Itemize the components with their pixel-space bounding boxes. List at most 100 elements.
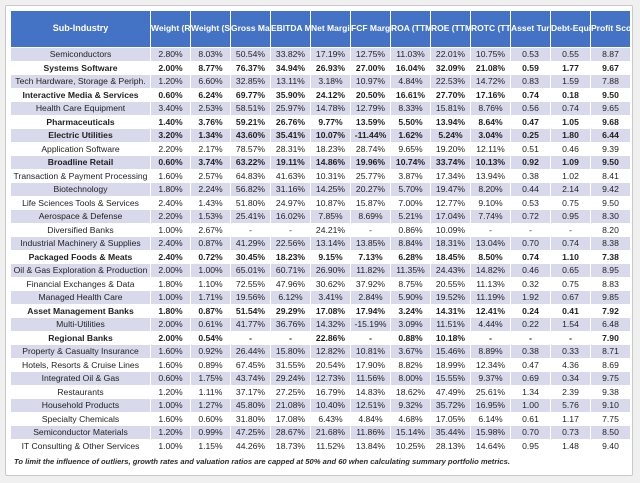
value-cell: 10.31% xyxy=(310,168,351,183)
value-cell: 0.60% xyxy=(150,155,191,170)
value-cell: 31.80% xyxy=(230,411,271,426)
value-cell: 8.50 xyxy=(590,425,631,440)
table-row: Diversified Banks 1.00% 2.67% - -24.21% -0.86… xyxy=(10,222,631,237)
value-cell: 11.86% xyxy=(350,425,391,440)
value-cell: 7.92 xyxy=(590,303,631,318)
value-cell: 6.24% xyxy=(190,87,231,102)
value-cell: 7.00% xyxy=(390,195,431,210)
column-header: Debt-Equity (MRQ) xyxy=(550,10,591,48)
value-cell: 1.05 xyxy=(550,114,591,129)
value-cell: 0.60% xyxy=(190,411,231,426)
value-cell: 0.38 xyxy=(510,168,551,183)
value-cell: 29.24% xyxy=(270,371,311,386)
value-cell: 18.45% xyxy=(430,249,471,264)
value-cell: 3.09% xyxy=(390,317,431,332)
value-cell: 9.65% xyxy=(390,141,431,156)
value-cell: 20.27% xyxy=(350,182,391,197)
value-cell: 0.74 xyxy=(550,101,591,116)
value-cell: 15.80% xyxy=(270,344,311,359)
value-cell: 11.13% xyxy=(470,276,511,291)
value-cell: 0.34 xyxy=(550,371,591,386)
value-cell: 6.28% xyxy=(390,249,431,264)
value-cell: 9.50 xyxy=(590,195,631,210)
value-cell: 0.55 xyxy=(550,47,591,62)
value-cell: 1.00% xyxy=(150,222,191,237)
table-row: Application Software 2.20% 2.17% 78.57% 28.3… xyxy=(10,141,631,156)
sub-industry-cell: Oil & Gas Exploration & Production xyxy=(10,263,151,278)
value-cell: 0.46 xyxy=(510,263,551,278)
value-cell: 1.00% xyxy=(150,398,191,413)
value-cell: 3.74% xyxy=(190,155,231,170)
value-cell: 11.19% xyxy=(470,290,511,305)
value-cell: 14.83% xyxy=(350,384,391,399)
value-cell: 0.44 xyxy=(510,182,551,197)
value-cell: 2.84% xyxy=(350,290,391,305)
value-cell: 19.20% xyxy=(430,141,471,156)
value-cell: 0.74 xyxy=(510,87,551,102)
value-cell: 26.90% xyxy=(310,263,351,278)
column-header: ROA (TTM) xyxy=(390,10,431,48)
value-cell: 0.18 xyxy=(550,87,591,102)
value-cell: 1.15% xyxy=(190,438,231,453)
value-cell: 3.87% xyxy=(390,168,431,183)
value-cell: 1.43% xyxy=(190,195,231,210)
value-cell: 17.08% xyxy=(270,411,311,426)
table-row: IT Consulting & Other Services 1.00% 1.15%… xyxy=(10,438,631,453)
value-cell: 5.24% xyxy=(430,128,471,143)
value-cell: 0.92 xyxy=(510,155,551,170)
value-cell: 8.83 xyxy=(590,276,631,291)
value-cell: 28.13% xyxy=(430,438,471,453)
value-cell: 10.40% xyxy=(310,398,351,413)
value-cell: 51.54% xyxy=(230,303,271,318)
value-cell: 24.21% xyxy=(310,222,351,237)
value-cell: 17.34% xyxy=(430,168,471,183)
sub-industry-cell: Broadline Retail xyxy=(10,155,151,170)
value-cell: 16.95% xyxy=(470,398,511,413)
value-cell: 19.56% xyxy=(230,290,271,305)
value-cell: 0.86% xyxy=(390,222,431,237)
value-cell: 21.08% xyxy=(470,60,511,75)
value-cell: 78.57% xyxy=(230,141,271,156)
value-cell: 8.75% xyxy=(390,276,431,291)
value-cell: 15.14% xyxy=(390,425,431,440)
value-cell: 1.48 xyxy=(550,438,591,453)
value-cell: 2.57% xyxy=(190,168,231,183)
value-cell: 0.70 xyxy=(510,236,551,251)
value-cell: 12.73% xyxy=(310,371,351,386)
value-cell: 8.84% xyxy=(390,236,431,251)
sub-industry-cell: Transaction & Payment Processing xyxy=(10,168,151,183)
value-cell: 27.25% xyxy=(270,384,311,399)
value-cell: 18.99% xyxy=(430,357,471,372)
value-cell: 2.00% xyxy=(150,263,191,278)
value-cell: 17.19% xyxy=(310,47,351,62)
value-cell: 25.77% xyxy=(350,168,391,183)
value-cell: 9.10% xyxy=(470,195,511,210)
value-cell: 0.95 xyxy=(510,438,551,453)
value-cell: 59.21% xyxy=(230,114,271,129)
value-cell: 0.88% xyxy=(390,330,431,345)
table-row: Household Products 1.00% 1.27% 45.80% 21.08%… xyxy=(10,398,631,413)
value-cell: 17.16% xyxy=(470,87,511,102)
value-cell: 2.40% xyxy=(150,195,191,210)
value-cell: 2.53% xyxy=(190,101,231,116)
table-row: Oil & Gas Exploration & Production 2.00% 1… xyxy=(10,263,631,278)
sub-industry-cell: Systems Software xyxy=(10,60,151,75)
value-cell: 0.87% xyxy=(190,236,231,251)
value-cell: 0.74 xyxy=(510,249,551,264)
value-cell: 2.40% xyxy=(150,236,191,251)
value-cell: 1.60% xyxy=(150,168,191,183)
table-row: Semiconductor Materials 1.20% 0.99% 47.25% 2… xyxy=(10,425,631,440)
value-cell: 1.17 xyxy=(550,411,591,426)
value-cell: 8.00% xyxy=(390,371,431,386)
value-cell: 8.33% xyxy=(390,101,431,116)
value-cell: 9.75 xyxy=(590,371,631,386)
sub-industry-cell: Specialty Chemicals xyxy=(10,411,151,426)
value-cell: 22.01% xyxy=(430,47,471,62)
value-cell: 72.55% xyxy=(230,276,271,291)
value-cell: 16.61% xyxy=(390,87,431,102)
value-cell: 32.09% xyxy=(430,60,471,75)
value-cell: - xyxy=(510,330,551,345)
value-cell: 1.59 xyxy=(550,74,591,89)
value-cell: 1.20% xyxy=(150,74,191,89)
